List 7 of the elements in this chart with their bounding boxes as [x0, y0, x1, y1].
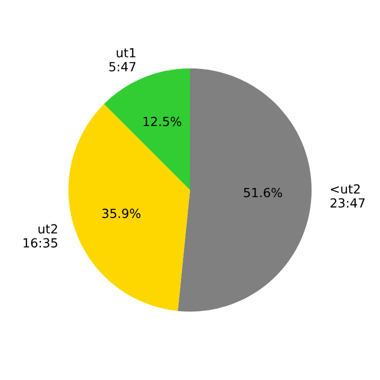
data-label: 51.6% — [244, 188, 282, 198]
pie-slice — [68, 104, 190, 311]
data-label: 35.9% — [102, 208, 140, 218]
data-label: 12.5% — [144, 116, 182, 126]
slice-label: ut1 5:47 — [109, 48, 136, 72]
slice-label: ut2 16:35 — [24, 224, 58, 248]
slice-label: <ut2 23:47 — [330, 184, 365, 208]
